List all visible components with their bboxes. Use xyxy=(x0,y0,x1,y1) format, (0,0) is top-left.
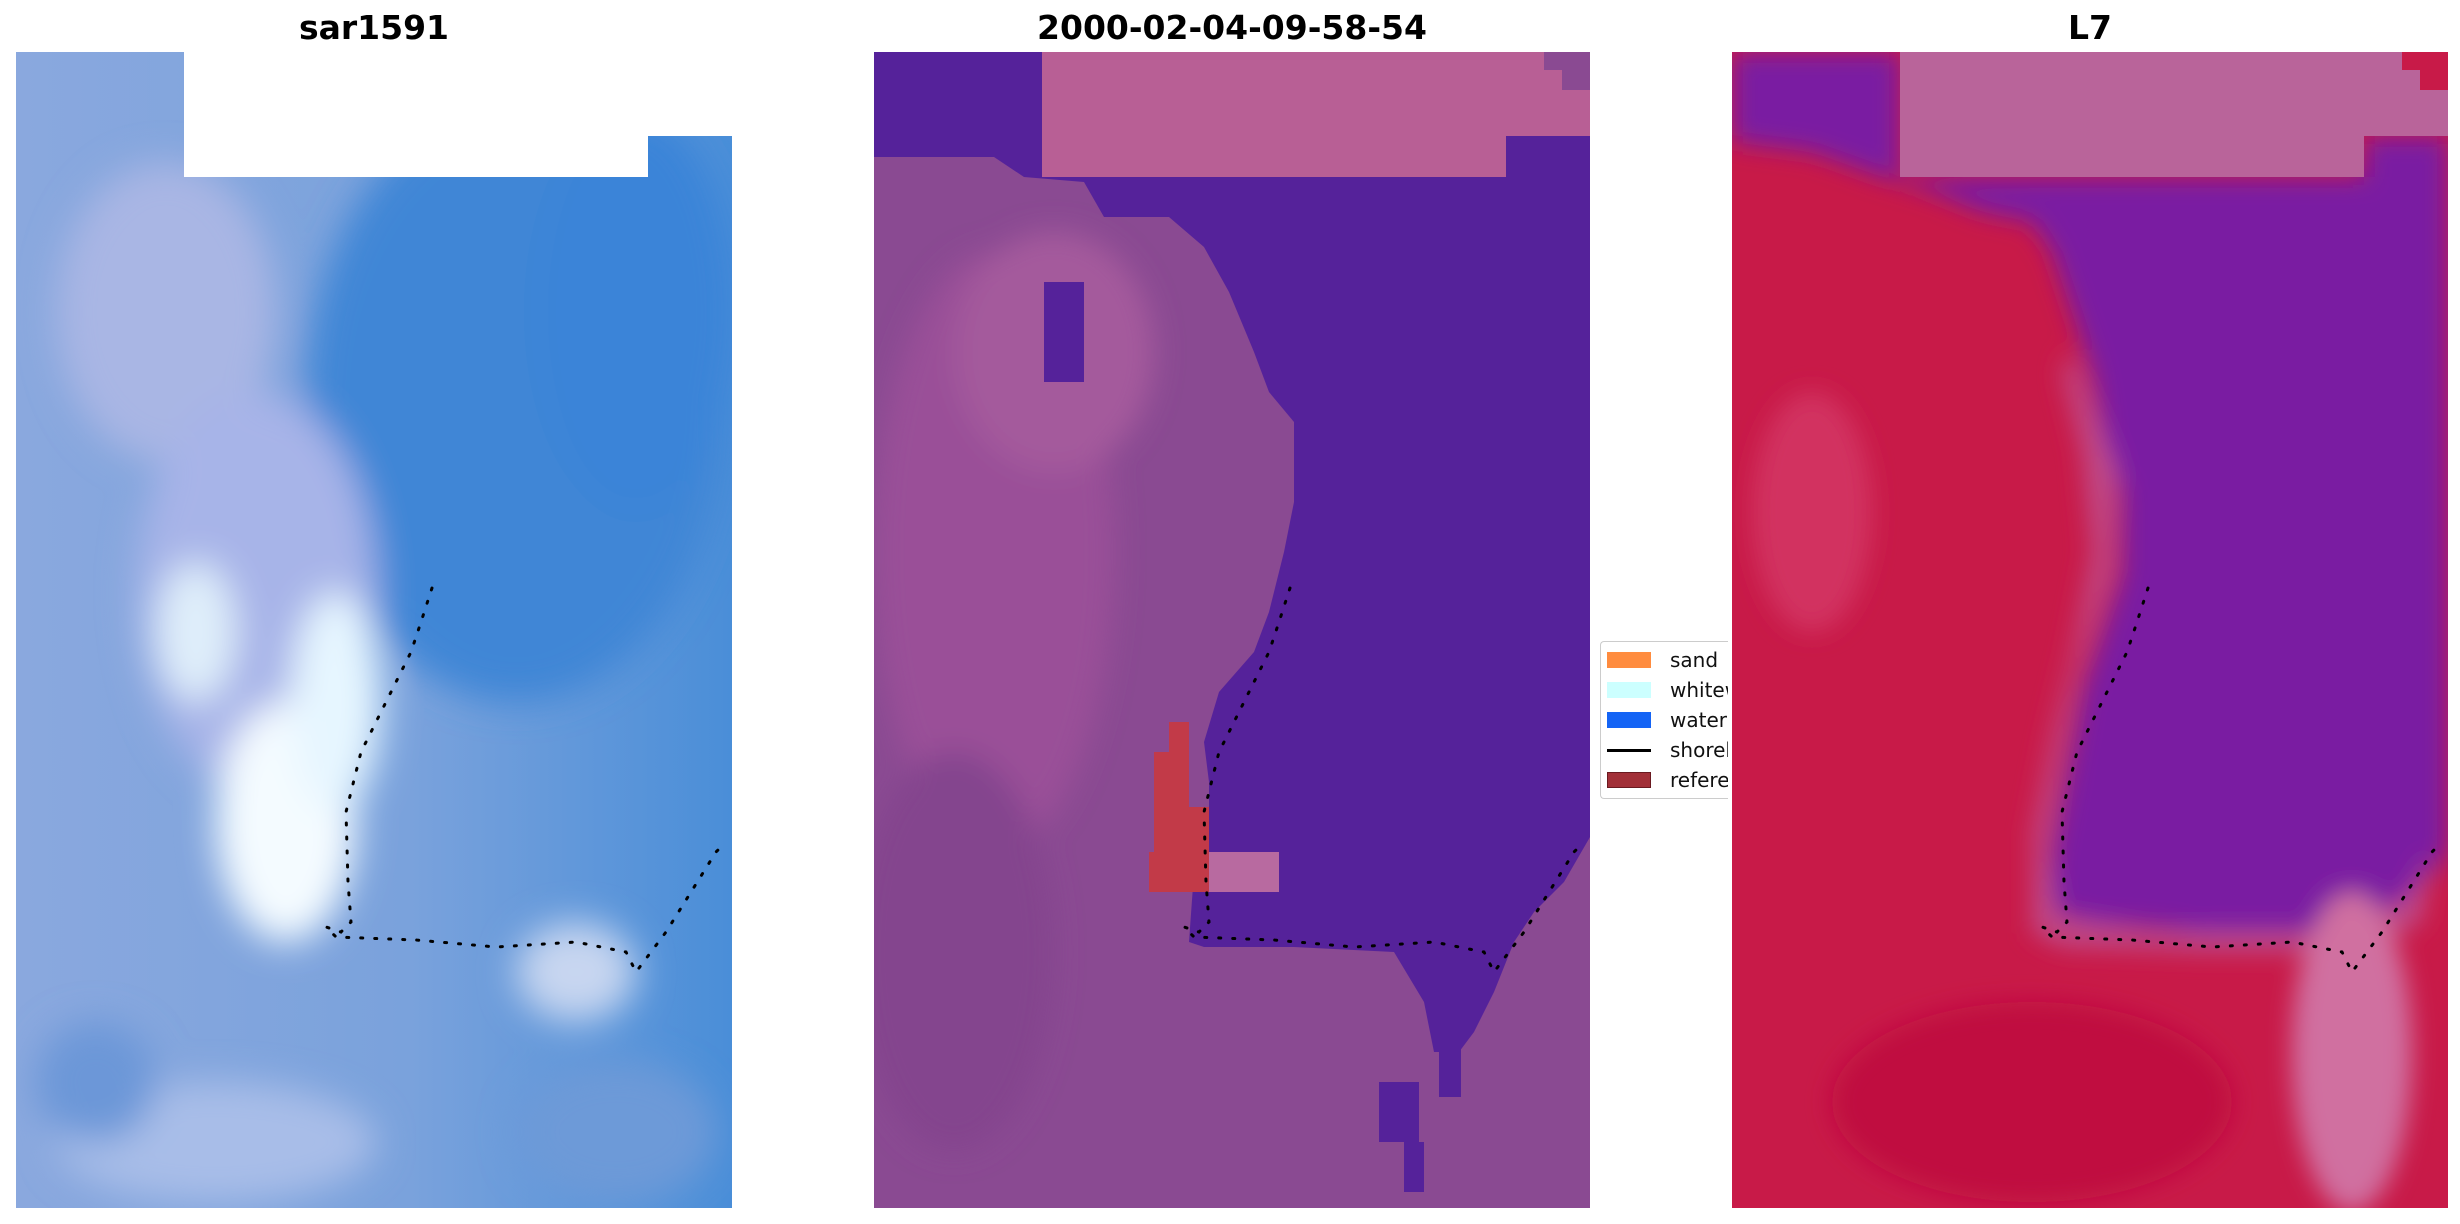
panel-title-classified: 2000-02-04-09-58-54 xyxy=(1037,8,1427,47)
sand-swatch xyxy=(1607,652,1651,668)
l7-image xyxy=(1732,52,2448,1208)
panel-title-l7: L7 xyxy=(2068,8,2112,47)
shoreline-swatch xyxy=(1607,749,1651,752)
legend-item-sand: sand xyxy=(1607,646,1728,672)
legend-item-water: water xyxy=(1607,706,1728,732)
reference-class xyxy=(1149,722,1209,892)
water-class xyxy=(874,52,1590,1052)
rgb-image-panel xyxy=(16,52,732,1208)
legend-label-sand: sand xyxy=(1670,648,1719,672)
shoreline-l7 xyxy=(2040,586,2444,975)
rgb-image xyxy=(16,52,732,1208)
l7-image-panel xyxy=(1732,52,2448,1208)
classified-image xyxy=(874,52,1590,1208)
reference-swatch xyxy=(1607,772,1651,788)
shoreline-classified xyxy=(1182,586,1586,975)
l7-cloud-overlay xyxy=(1900,52,2448,177)
whitewater-swatch xyxy=(1607,682,1651,698)
legend-label-shoreline: shoreline xyxy=(1670,738,1728,762)
classified-image-panel xyxy=(874,52,1590,1208)
legend-label-reference: reference xyxy=(1670,768,1728,792)
legend-item-reference: reference xyxy=(1607,766,1728,792)
cloud-overlay xyxy=(1042,52,1590,177)
legend-item-shoreline: shoreline xyxy=(1607,736,1728,762)
shoreline-rgb xyxy=(324,586,728,975)
panel-title-rgb: sar1591 xyxy=(298,8,450,47)
water-swatch xyxy=(1607,712,1651,728)
legend-label-water: water xyxy=(1670,708,1727,732)
